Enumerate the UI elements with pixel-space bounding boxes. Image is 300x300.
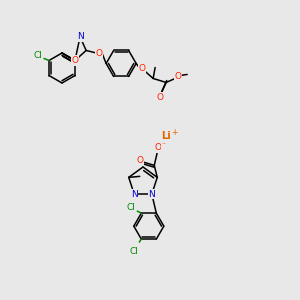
Text: ⁻: ⁻: [161, 140, 165, 149]
Text: O: O: [155, 143, 162, 152]
Text: N: N: [77, 32, 83, 41]
Text: N: N: [148, 190, 155, 199]
Text: O: O: [96, 49, 103, 58]
Text: +: +: [171, 128, 178, 137]
Text: Cl: Cl: [130, 247, 139, 256]
Text: Li: Li: [161, 131, 171, 141]
Text: N: N: [131, 190, 138, 199]
Text: O: O: [175, 72, 182, 81]
Text: O: O: [157, 93, 164, 102]
Text: O: O: [139, 64, 145, 73]
Text: Cl: Cl: [34, 51, 42, 60]
Text: Cl: Cl: [127, 202, 136, 211]
Text: O: O: [71, 56, 79, 65]
Text: O: O: [137, 156, 144, 165]
